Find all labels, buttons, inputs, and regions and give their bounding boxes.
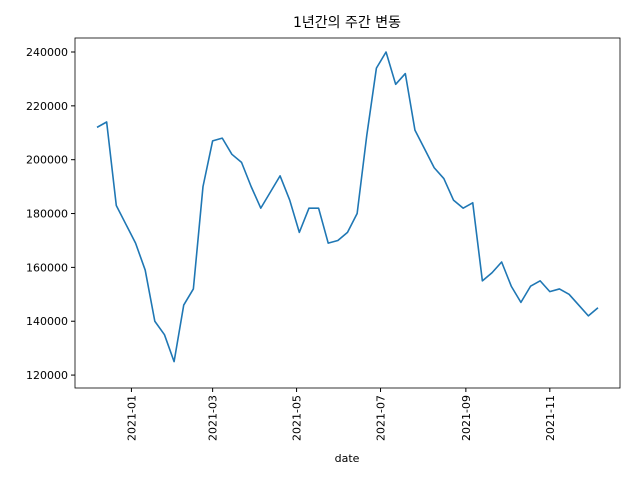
y-tick-label: 220000 [26,100,68,113]
y-tick-label: 160000 [26,261,68,274]
data-line [96,51,599,363]
x-tick-label: 2021-03 [207,395,220,441]
x-tick-label: 2021-05 [291,395,304,441]
x-tick-label: 2021-11 [544,395,557,441]
y-tick-label: 240000 [26,46,68,59]
x-axis-label: date [335,452,360,465]
y-tick-label: 140000 [26,315,68,328]
y-tick-label: 180000 [26,208,68,221]
x-tick-label: 2021-07 [375,395,388,441]
x-tick-label: 2021-01 [125,395,138,441]
y-tick-label: 200000 [26,154,68,167]
chart-title: 1년간의 주간 변동 [293,15,401,31]
y-tick-label: 120000 [26,369,68,382]
plot-frame [74,37,621,389]
x-tick-label: 2021-09 [460,395,473,441]
